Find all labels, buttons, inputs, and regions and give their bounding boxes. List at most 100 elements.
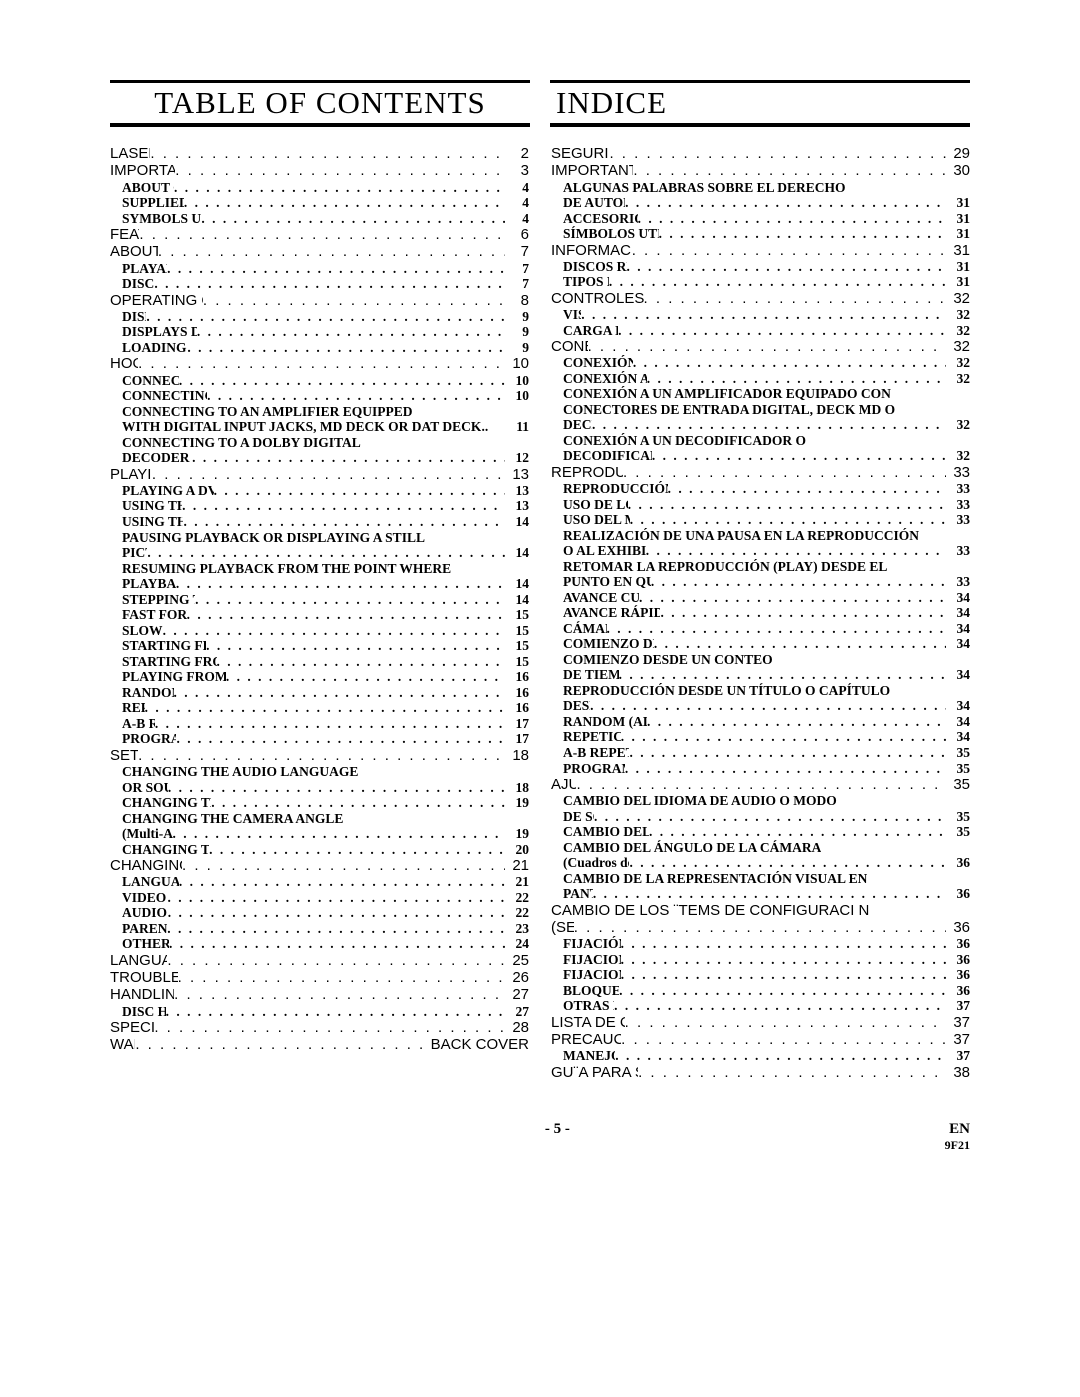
toc-en-entry: USING THE DVD MENUS. . . . . . . . . . .… xyxy=(110,498,529,514)
toc-en-entry: OTHER SETTINGS. . . . . . . . . . . . . … xyxy=(110,936,529,952)
leader-dots: . . . . . . . . . . . . . . . . . . . . … xyxy=(625,761,946,777)
toc-es-page: 37 xyxy=(946,1031,970,1048)
leader-dots: . . . . . . . . . . . . . . . . . . . . … xyxy=(646,543,946,559)
toc-es-entry: DISCOS REPRODUCIBLES. . . . . . . . . . … xyxy=(551,259,970,275)
toc-en-label: LANGUAGE SETTINGS xyxy=(110,874,179,890)
toc-es-label: LISTA DE C DIGOS DE IDIOMAS xyxy=(551,1014,625,1031)
leader-dots: . . . . . . . . . . . . . . . . . . . . … xyxy=(639,590,946,606)
leader-dots: . . . . . . . . . . . . . . . . . . . . … xyxy=(615,1048,946,1064)
toc-es-label: GU¨A PARA SOLUCI N DE PROBLEMAS xyxy=(551,1064,638,1081)
toc-es-entry-line: CAMBIO DE LOS ¨TEMS DE CONFIGURACI N xyxy=(551,902,970,919)
toc-es-entry: RANDOM (ALEATORIO) (CD de audio). . . . … xyxy=(551,714,970,730)
toc-en-label: FAST FORWARD/REVERSE xyxy=(110,607,187,623)
toc-es-entry: USO DE LOS MENÚES DVD. . . . . . . . . .… xyxy=(551,497,970,513)
toc-en-entry-line: OR SOUND MODE. . . . . . . . . . . . . .… xyxy=(110,780,529,796)
toc-en-label: CONNECTING TO A STEREO SYSTEM xyxy=(110,388,207,404)
toc-en-label: SUPPLIED ACCESSORIES xyxy=(110,195,184,211)
toc-es-page: 32 xyxy=(946,290,970,307)
toc-en-entry: IMPORTANT SAFEGUARDS. . . . . . . . . . … xyxy=(110,162,529,179)
leader-dots: . . . . . . . . . . . . . . . . . . . . … xyxy=(163,623,505,639)
toc-es-label: DE TIEMPO DESEADO xyxy=(551,667,619,683)
leader-dots: . . . . . . . . . . . . . . . . . . . . … xyxy=(166,1004,505,1020)
toc-es-page: 35 xyxy=(946,776,970,793)
toc-es-entry: ACCESORIOS SUMINISTRADOS. . . . . . . . … xyxy=(551,211,970,227)
toc-es-page: 33 xyxy=(946,464,970,481)
toc-es-label: REPETICIÓN (REPEAT) xyxy=(551,729,621,745)
toc-es-page: 34 xyxy=(946,667,970,683)
toc-es-label: SÍMBOLOS UTILIZADOS EN ESTE MANUAL xyxy=(551,226,659,242)
toc-en-label: CHANGING THE SETUP ITEMS xyxy=(110,857,182,874)
toc-es-page: 33 xyxy=(946,481,970,497)
toc-en-page: 18 xyxy=(505,747,529,764)
toc-es-page: 29 xyxy=(946,145,970,162)
toc-en-entry: SYMBOLS USED IN THIS MANUAL. . . . . . .… xyxy=(110,211,529,227)
toc-en-entry: CHANGING THE CAMERA ANGLE(Multi-Angle Pi… xyxy=(110,811,529,842)
toc-es-entry-line: DESEADO. . . . . . . . . . . . . . . . .… xyxy=(551,698,970,714)
toc-en-label: SPECIFICATIONS xyxy=(110,1019,154,1036)
toc-en-label: PLAYING A DVD VIDEO OR AN AUDIO CD xyxy=(110,483,214,499)
leader-dots: . . . . . . . . . . . . . . . . . . . . … xyxy=(633,355,946,371)
toc-en-label: PLAYBACK STOPPED xyxy=(110,576,176,592)
leader-dots: . . . . . . . . . . . . . . . . . . . . … xyxy=(614,998,946,1014)
leader-dots: . . . . . . . . . . . . . . . . . . . . … xyxy=(638,211,946,227)
toc-es-entry: PRECAUCIONES DE MANEJO. . . . . . . . . … xyxy=(551,1031,970,1048)
toc-es-entry: CONEXIÓN A UN SISTEMA ESTÉREO. . . . . .… xyxy=(551,371,970,387)
toc-en-page: 14 xyxy=(505,514,529,530)
toc-en-label: PLAYING FROM A DESIRED TITLE OR CHAPTER xyxy=(110,669,226,685)
toc-es-entry-line: PUNTO EN QUE LA MISMA SE DETUVO. . . . .… xyxy=(551,574,970,590)
leader-dots: . . . . . . . . . . . . . . . . . . . . … xyxy=(207,388,505,404)
toc-en-label: DISPLAY xyxy=(110,309,146,325)
toc-es-label: COMIENZO DESDE UN CONTEO xyxy=(551,652,773,668)
leader-dots: . . . . . . . . . . . . . . . . . . . . … xyxy=(187,340,505,356)
leader-dots: . . . . . . . . . . . . . . . . . . . . … xyxy=(621,729,946,745)
leader-dots: . . . . . . . . . . . . . . . . . . . . … xyxy=(155,716,505,732)
toc-en-entry-line: CHANGING THE AUDIO LANGUAGE xyxy=(110,764,529,780)
toc-es-page: 34 xyxy=(946,729,970,745)
toc-es-label: DECODIFICADOR DTS DOLBY DIGITAL xyxy=(551,448,652,464)
toc-es-label: PRECAUCIONES DE MANEJO xyxy=(551,1031,621,1048)
toc-en-page: 21 xyxy=(505,857,529,874)
header-left: TABLE OF CONTENTS xyxy=(110,80,530,127)
toc-es-label: OTRAS FIJACIONES xyxy=(551,998,614,1014)
toc-en-label: HOOKUPS xyxy=(110,355,138,372)
toc-es-entry: CAMBIO DEL IDIOMA DE SUBTÍTULO. . . . . … xyxy=(551,824,970,840)
leader-dots: . . . . . . . . . . . . . . . . . . . . … xyxy=(179,874,505,890)
toc-en-label: PLAYING A DISC xyxy=(110,466,152,483)
toc-en-label: CHANGING THE CAMERA ANGLE xyxy=(110,811,343,827)
toc-en-label: STARTING FROM A DESIRED TIME COUNT xyxy=(110,654,217,670)
toc-es-label: PANTALLA xyxy=(551,886,593,902)
leader-dots: . . . . . . . . . . . . . . . . . . . . … xyxy=(138,747,505,764)
toc-es-entry: REALIZACIÓN DE UNA PAUSA EN LA REPRODUCC… xyxy=(551,528,970,559)
leader-dots: . . . . . . . . . . . . . . . . . . . . … xyxy=(621,967,946,983)
toc-es-page: 34 xyxy=(946,605,970,621)
toc-es-label: DE AUTOR (COPYRIGHT) xyxy=(551,195,625,211)
toc-en-page: BACK COVER xyxy=(427,1036,529,1053)
leader-dots: . . . . . . . . . . . . . . . . . . . . … xyxy=(659,226,946,242)
toc-es-page: 36 xyxy=(946,886,970,902)
toc-es-page: 32 xyxy=(946,417,970,433)
toc-en-page: 27 xyxy=(505,1004,529,1020)
leader-dots: . . . . . . . . . . . . . . . . . . . . … xyxy=(619,667,946,683)
toc-en-page: 12 xyxy=(505,450,529,466)
leader-dots: . . . . . . . . . . . . . . . . . . . . … xyxy=(139,226,505,243)
toc-es-entry: FIJACIÓN DE IDIOMAS. . . . . . . . . . .… xyxy=(551,936,970,952)
toc-en-page: 22 xyxy=(505,890,529,906)
toc-es-entry: COMIENZO DESDE UN CONTEODE TIEMPO DESEAD… xyxy=(551,652,970,683)
toc-es-page: 36 xyxy=(946,936,970,952)
toc-es-page: 37 xyxy=(946,1014,970,1031)
toc-es-entry-line: (Cuadros de múltiples ángulos). . . . . … xyxy=(551,855,970,871)
toc-en-label: HANDLING PRECAUTIONS xyxy=(110,986,174,1003)
toc-en-page: 14 xyxy=(505,545,529,561)
leader-dots: . . . . . . . . . . . . . . . . . . . . … xyxy=(192,450,505,466)
toc-en-label: PROGRAM (Audio CD) xyxy=(110,731,176,747)
toc-es-page: 32 xyxy=(946,448,970,464)
leader-dots: . . . . . . . . . . . . . . . . . . . . … xyxy=(167,921,505,937)
leader-dots: . . . . . . . . . . . . . . . . . . . . … xyxy=(147,545,505,561)
toc-en-label: ABOUT COPYRIGHT xyxy=(110,180,174,196)
leader-dots: . . . . . . . . . . . . . . . . . . . . … xyxy=(168,905,505,921)
toc-en-page: 9 xyxy=(505,324,529,340)
toc-en-entry-line: WITH DIGITAL INPUT JACKS, MD DECK OR DAT… xyxy=(110,419,529,435)
leader-dots: . . . . . . . . . . . . . . . . . . . . … xyxy=(593,886,946,902)
toc-en-page: 10 xyxy=(505,373,529,389)
toc-en-entry: DISPLAYS DURING OPERATION. . . . . . . .… xyxy=(110,324,529,340)
